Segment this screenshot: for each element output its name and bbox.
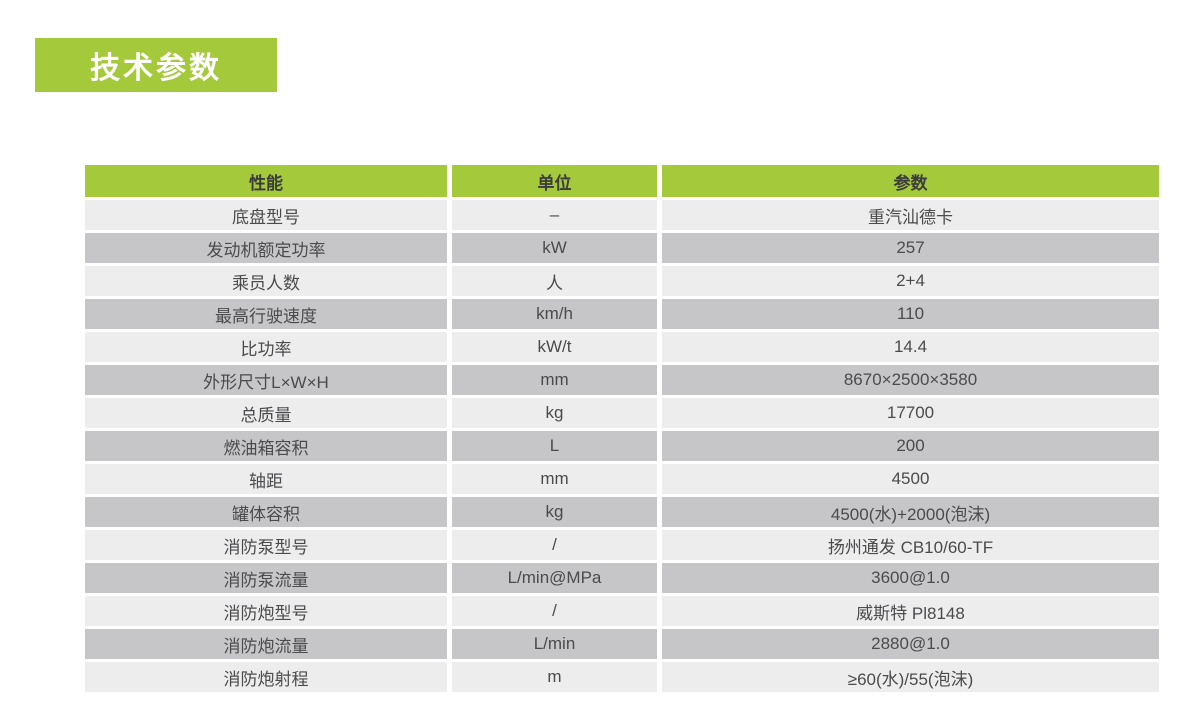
- spec-cell-unit: kW/t: [452, 332, 657, 362]
- spec-cell-performance: 乘员人数: [85, 266, 447, 296]
- spec-cell-unit: kg: [452, 497, 657, 527]
- section-title: 技术参数: [90, 52, 222, 85]
- spec-cell-performance: 底盘型号: [85, 200, 447, 230]
- spec-cell-unit: L/min@MPa: [452, 563, 657, 593]
- spec-cell-parameter: 8670×2500×3580: [662, 365, 1159, 395]
- spec-cell-performance: 总质量: [85, 398, 447, 428]
- spec-cell-parameter: 3600@1.0: [662, 563, 1159, 593]
- spec-cell-parameter: ≥60(水)/55(泡沫): [662, 662, 1159, 692]
- spec-cell-performance: 消防炮流量: [85, 629, 447, 659]
- spec-cell-parameter: 4500(水)+2000(泡沫): [662, 497, 1159, 527]
- spec-cell-parameter: 扬州通发 CB10/60-TF: [662, 530, 1159, 560]
- spec-cell-parameter: 14.4: [662, 332, 1159, 362]
- column-header-performance: 性能: [85, 165, 447, 197]
- spec-cell-performance: 最高行驶速度: [85, 299, 447, 329]
- spec-cell-unit: mm: [452, 464, 657, 494]
- spec-cell-performance: 燃油箱容积: [85, 431, 447, 461]
- spec-cell-performance: 外形尺寸L×W×H: [85, 365, 447, 395]
- spec-cell-unit: m: [452, 662, 657, 692]
- spec-cell-performance: 消防炮射程: [85, 662, 447, 692]
- spec-cell-unit: kg: [452, 398, 657, 428]
- spec-cell-parameter: 110: [662, 299, 1159, 329]
- spec-cell-performance: 消防炮型号: [85, 596, 447, 626]
- spec-cell-unit: 人: [452, 266, 657, 296]
- spec-cell-parameter: 4500: [662, 464, 1159, 494]
- column-header-unit: 单位: [452, 165, 657, 197]
- spec-cell-unit: km/h: [452, 299, 657, 329]
- spec-cell-parameter: 17700: [662, 398, 1159, 428]
- spec-cell-performance: 罐体容积: [85, 497, 447, 527]
- section-title-badge: 技术参数: [35, 38, 277, 92]
- spec-cell-parameter: 威斯特 Pl8148: [662, 596, 1159, 626]
- spec-cell-unit: mm: [452, 365, 657, 395]
- spec-cell-unit: –: [452, 200, 657, 230]
- spec-cell-parameter: 2+4: [662, 266, 1159, 296]
- spec-cell-parameter: 2880@1.0: [662, 629, 1159, 659]
- spec-cell-parameter: 257: [662, 233, 1159, 263]
- spec-cell-performance: 轴距: [85, 464, 447, 494]
- column-header-parameter: 参数: [662, 165, 1159, 197]
- spec-cell-unit: /: [452, 530, 657, 560]
- spec-cell-performance: 消防泵型号: [85, 530, 447, 560]
- spec-cell-performance: 发动机额定功率: [85, 233, 447, 263]
- spec-table: 性能 单位 参数 底盘型号 – 重汽汕德卡发动机额定功率 kW 257 乘员人数人 2+4 最…: [85, 165, 1159, 692]
- spec-cell-unit: /: [452, 596, 657, 626]
- spec-cell-performance: 比功率: [85, 332, 447, 362]
- spec-cell-unit: L/min: [452, 629, 657, 659]
- spec-cell-parameter: 200: [662, 431, 1159, 461]
- spec-cell-unit: L: [452, 431, 657, 461]
- spec-cell-unit: kW: [452, 233, 657, 263]
- spec-cell-parameter: 重汽汕德卡: [662, 200, 1159, 230]
- spec-cell-performance: 消防泵流量: [85, 563, 447, 593]
